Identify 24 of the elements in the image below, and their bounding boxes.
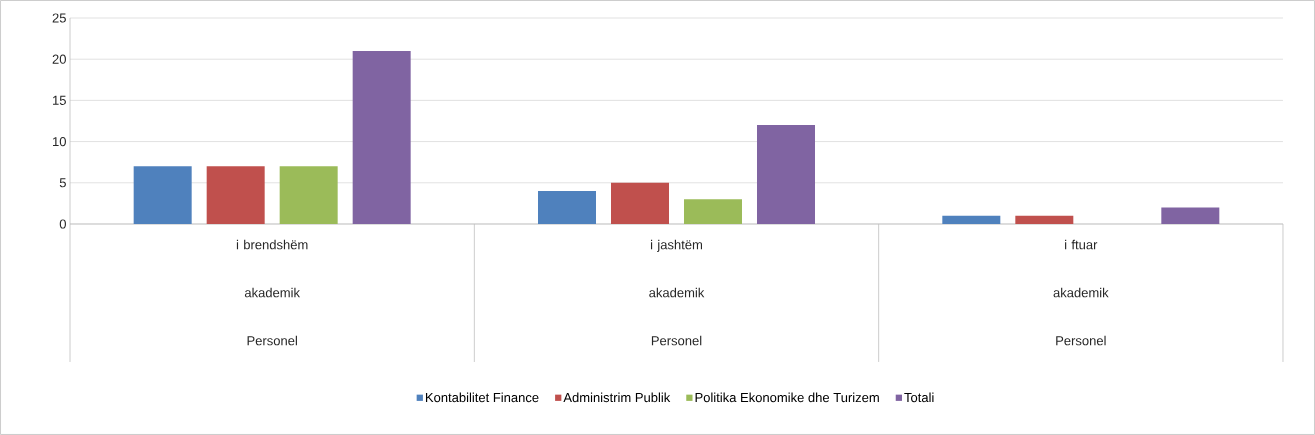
category-label: i brendshëm akademik Personel: [236, 239, 308, 346]
bar: [684, 199, 742, 224]
bar: [206, 166, 265, 224]
legend-label: Administrim Publik: [563, 392, 671, 403]
bar: [942, 215, 1001, 224]
legend-label: Politika Ekonomike dhe Turizem: [695, 392, 879, 403]
y-tick-label: 25: [52, 13, 66, 23]
bar: [538, 191, 596, 224]
bar: [133, 166, 192, 224]
y-tick-label: 5: [59, 178, 66, 188]
y-tick-label: 20: [52, 54, 66, 64]
bar: [279, 166, 338, 224]
category-label: i jashtëm akademik Personel: [649, 239, 705, 346]
bar: [611, 182, 669, 224]
bar: [757, 125, 815, 224]
legend-label: Totali: [904, 392, 934, 403]
bar: [352, 50, 411, 224]
legend-label: Kontabilitet Finance: [425, 392, 539, 403]
y-tick-label: 15: [53, 95, 66, 105]
bar: [1015, 215, 1074, 224]
bar: [1161, 207, 1220, 224]
y-tick-label: 0: [59, 219, 66, 229]
category-label: i ftuar akademik Personel: [1053, 239, 1109, 346]
y-tick-label: 10: [53, 136, 66, 147]
